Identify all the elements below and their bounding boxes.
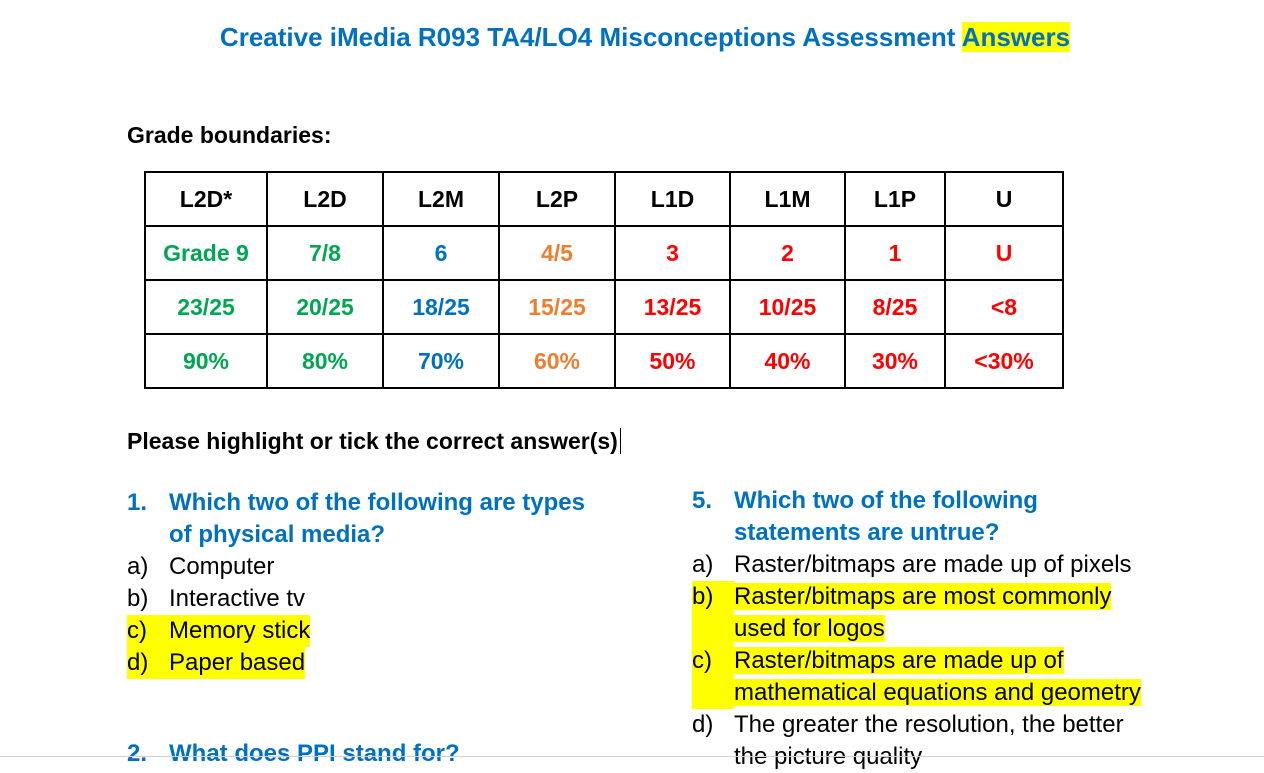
option-1c[interactable]: c) Memory stick [127,615,647,647]
option-letter: d) [127,649,149,676]
table-cell: 50% [614,333,731,389]
table-row-grades: Grade 9 7/8 6 4/5 3 2 1 U [144,225,1064,281]
table-cell: 80% [266,333,384,389]
table-cell: 1 [844,225,946,281]
table-cell: L1M [729,171,846,227]
option-text: Memory stick [169,617,311,644]
title-answers-highlight: Answers [961,22,1071,52]
grade-boundaries-heading: Grade boundaries: [127,122,332,148]
instruction-label: Please highlight or tick the correct ans… [127,428,618,454]
table-cell: 8/25 [844,279,946,335]
table-cell: <8 [944,279,1064,335]
question-number: 2. [127,740,148,767]
table-cell: 60% [498,333,616,389]
option-line: used for logos [734,615,885,642]
option-text: Raster/bitmaps are made up of mathematica… [734,645,1141,709]
table-cell: <30% [944,333,1064,389]
option-1d[interactable]: d) Paper based [127,647,647,679]
option-text: Computer [169,553,275,580]
table-row-percents: 90% 80% 70% 60% 50% 40% 30% <30% [144,333,1064,389]
table-cell: Grade 9 [144,225,268,281]
option-5b[interactable]: b) Raster/bitmaps are most commonly used … [692,581,1252,645]
option-letter: c) [127,617,147,644]
table-cell: 40% [729,333,846,389]
option-1a[interactable]: a) Computer [127,551,647,583]
question-number: 5. [692,487,713,514]
table-row-marks: 23/25 20/25 18/25 15/25 13/25 10/25 8/25… [144,279,1064,335]
option-text: Raster/bitmaps are made up of pixels [734,551,1132,578]
question-line: statements are untrue? [734,519,1000,546]
table-cell: 20/25 [266,279,384,335]
table-cell: L2D* [144,171,268,227]
title-text: Creative iMedia R093 TA4/LO4 Misconcepti… [219,22,962,52]
table-cell: 18/25 [382,279,500,335]
table-cell: L1P [844,171,946,227]
table-row-headers: L2D* L2D L2M L2P L1D L1M L1P U [144,171,1064,227]
table-cell: L2M [382,171,500,227]
question-number: 1. [127,489,148,516]
document-title: Creative iMedia R093 TA4/LO4 Misconcepti… [0,22,1264,53]
question-5-heading: 5. Which two of the following statements … [692,485,1252,549]
table-cell: 90% [144,333,268,389]
option-text: Interactive tv [169,585,306,612]
table-cell: L2D [266,171,384,227]
option-5d[interactable]: d) The greater the resolution, the bette… [692,709,1252,773]
table-cell: 4/5 [498,225,616,281]
question-line: Which two of the following [734,487,1038,514]
table-cell: U [944,171,1064,227]
table-cell: 2 [729,225,846,281]
option-text: Raster/bitmaps are most commonly used for… [734,581,1112,645]
table-cell: 23/25 [144,279,268,335]
table-cell: 70% [382,333,500,389]
table-cell: 3 [614,225,731,281]
table-cell: U [944,225,1064,281]
option-letter: c) [692,645,734,709]
table-cell: 10/25 [729,279,846,335]
question-1-heading: 1. Which two of the following are types o… [127,487,647,551]
option-line: Raster/bitmaps are made up of [734,647,1064,674]
table-cell: 13/25 [614,279,731,335]
option-text: Paper based [169,649,306,676]
option-letter: a) [127,553,149,580]
question-5: 5. Which two of the following statements … [692,485,1252,773]
option-letter: a) [692,551,714,578]
option-line: mathematical equations and geometry [734,679,1141,706]
question-line: of physical media? [169,521,386,548]
option-5c[interactable]: c) Raster/bitmaps are made up of mathemat… [692,645,1252,709]
option-5a[interactable]: a) Raster/bitmaps are made up of pixels [692,549,1252,581]
table-cell: 15/25 [498,279,616,335]
instruction-text: Please highlight or tick the correct ans… [127,428,621,455]
table-cell: 30% [844,333,946,389]
question-text: Which two of the following statements are… [734,485,1038,549]
question-text: Which two of the following are types of p… [169,487,585,551]
option-letter: b) [692,581,734,645]
grade-boundaries-table: L2D* L2D L2M L2P L1D L1M L1P U Grade 9 7… [144,171,1064,389]
text-cursor [619,428,621,454]
table-cell: 6 [382,225,500,281]
option-line: Raster/bitmaps are most commonly [734,583,1112,610]
question-1: 1. Which two of the following are types o… [127,487,647,679]
question-text: What does PPI stand for? [169,740,460,767]
table-cell: L2P [498,171,616,227]
question-2-cut: 2. What does PPI stand for? [127,738,460,770]
option-letter: b) [127,585,149,612]
option-1b[interactable]: b) Interactive tv [127,583,647,615]
option-line: The greater the resolution, the better [734,711,1124,738]
table-cell: 7/8 [266,225,384,281]
table-cell: L1D [614,171,731,227]
question-line: Which two of the following are types [169,489,586,516]
option-text: The greater the resolution, the better th… [734,709,1124,773]
option-letter: d) [692,711,714,738]
